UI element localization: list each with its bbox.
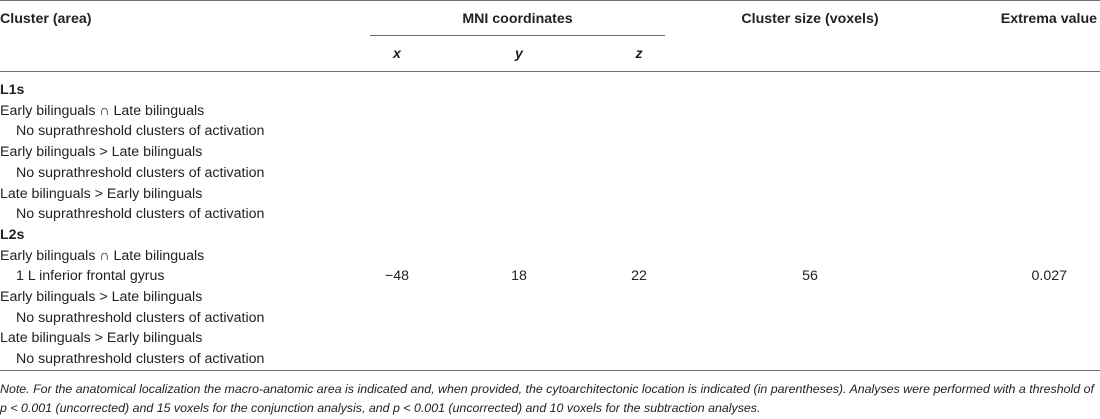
mni-subheader-rule: [370, 35, 665, 36]
cell-z: 22: [631, 268, 647, 285]
section-heading: L1s: [0, 82, 25, 98]
contrast-label: Early bilinguals ∩ Late bilinguals: [0, 102, 205, 119]
cell-cluster-size: 56: [802, 268, 818, 285]
top-rule: [0, 0, 1100, 1]
subheader-x: x: [393, 46, 401, 62]
header-cluster-size: Cluster size (voxels): [741, 11, 879, 27]
cluster-row-label: No suprathreshold clusters of activation: [16, 309, 265, 326]
contrast-label: Early bilinguals ∩ Late bilinguals: [0, 247, 205, 264]
cell-y: 18: [511, 268, 527, 285]
cluster-row-label: No suprathreshold clusters of activation: [16, 164, 265, 181]
note-lead: Note.: [0, 382, 30, 396]
bottom-rule: [0, 370, 1100, 371]
cluster-row-label: 1 L inferior frontal gyrus: [16, 268, 165, 285]
header-mni-coordinates: MNI coordinates: [462, 11, 573, 27]
note-text: For the anatomical localization the macr…: [0, 382, 1094, 415]
header-extrema-value: Extrema value: [1000, 11, 1097, 27]
contrast-label: Early bilinguals > Late bilinguals: [0, 289, 203, 305]
subheader-z: z: [635, 46, 643, 62]
table-note: Note. For the anatomical localization th…: [0, 380, 1100, 418]
contrast-label: Late bilinguals > Early bilinguals: [0, 330, 203, 347]
section-heading: L2s: [0, 226, 25, 243]
contrast-label: Early bilinguals > Late bilinguals: [0, 144, 203, 161]
header-cluster-area: Cluster (area): [0, 11, 92, 27]
cell-x: −48: [384, 268, 410, 285]
cluster-row-label: No suprathreshold clusters of activation: [16, 123, 265, 140]
contrast-label: Late bilinguals > Early bilinguals: [0, 185, 203, 202]
cell-extrema-value: 0.027: [1031, 268, 1067, 285]
cluster-row-label: No suprathreshold clusters of activation: [16, 206, 265, 223]
subheader-y: y: [515, 46, 523, 62]
header-bottom-rule: [0, 71, 1100, 72]
cluster-row-label: No suprathreshold clusters of activation: [16, 351, 265, 368]
